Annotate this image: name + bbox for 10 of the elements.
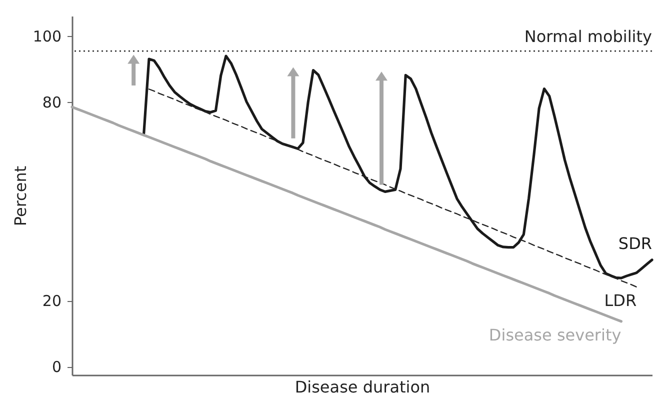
- y-tick-label: 100: [32, 27, 62, 46]
- y-tick-label: 80: [42, 94, 62, 112]
- series-label: SDR: [618, 234, 652, 253]
- ref-line-label: Normal mobility: [524, 27, 652, 46]
- x-axis-title: Disease duration: [294, 378, 430, 396]
- series-label: Disease severity: [488, 325, 622, 344]
- series-label: LDR: [604, 290, 637, 310]
- y-tick-label: 0: [52, 358, 62, 376]
- y-axis-title: Percent: [10, 166, 30, 226]
- y-tick-label: 20: [42, 292, 62, 310]
